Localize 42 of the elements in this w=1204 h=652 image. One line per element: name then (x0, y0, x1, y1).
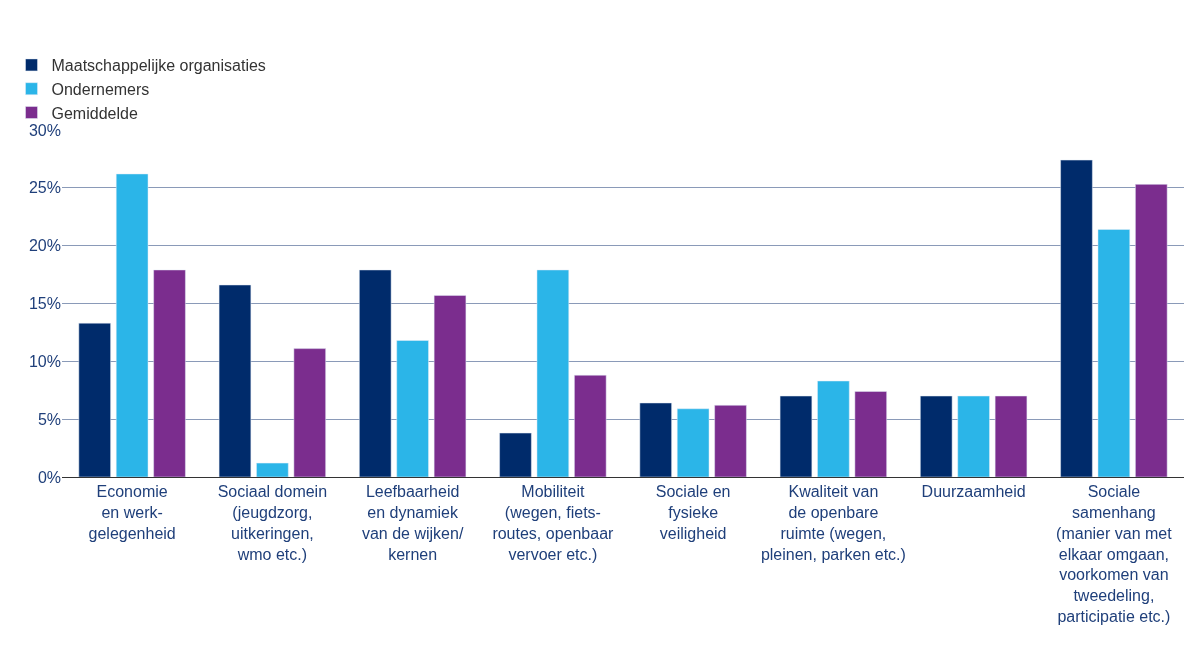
x-tick-label: Mobiliteit (wegen, fiets- routes, openbaar vervoer etc.) (492, 483, 615, 563)
bar (639, 402, 672, 477)
y-tick-label: 25% (28, 179, 61, 197)
bar (1135, 184, 1168, 477)
bar (957, 395, 990, 477)
y-tick-label: 20% (28, 237, 61, 255)
bar (78, 322, 111, 477)
x-tick-label: Sociaal domein (jeugdzorg, uitkeringen, wmo etc.) (217, 483, 328, 563)
legend-label: Gemiddelde (51, 104, 138, 122)
x-tick-label: Duurzaamheid (921, 483, 1026, 501)
y-tick-label: 0% (37, 468, 61, 486)
legend-label: Ondernemers (51, 80, 150, 98)
bar (854, 391, 887, 477)
legend-label: Maatschappelijke organisaties (51, 57, 266, 75)
bar (676, 408, 710, 477)
y-tick-label: 30% (28, 121, 61, 139)
x-tick-label: Sociale en fysieke veiligheid (655, 483, 731, 542)
bar (218, 284, 252, 477)
bar (359, 269, 392, 477)
bar (433, 295, 467, 477)
bar (714, 405, 747, 477)
bar (1060, 159, 1093, 477)
bar (574, 374, 607, 477)
bar (817, 380, 850, 477)
bar (293, 348, 326, 477)
y-tick-label: 5% (37, 410, 61, 428)
bar (499, 432, 532, 477)
bar (536, 269, 570, 477)
bar (994, 395, 1028, 477)
x-tick-label: Leefbaarheid en dynamiek van de wijken/ kernen (361, 483, 464, 563)
bar (115, 173, 149, 477)
bar (1097, 229, 1131, 477)
x-tick-label: Sociale samenhang (manier van met elkaar omgaan, voorkomen van tweedeling, participatie etc.) (1056, 483, 1173, 625)
bar (920, 395, 953, 477)
bar (256, 462, 289, 477)
bar (779, 395, 813, 477)
bar (396, 340, 429, 477)
y-tick-label: 10% (28, 352, 61, 370)
x-tick-label: Economie en werk- gelegenheid (88, 483, 176, 542)
x-tick-label: Kwaliteit van de openbare ruimte (wegen, pleinen, parken etc.) (760, 483, 906, 563)
bar (153, 269, 186, 477)
y-tick-label: 15% (28, 295, 61, 313)
